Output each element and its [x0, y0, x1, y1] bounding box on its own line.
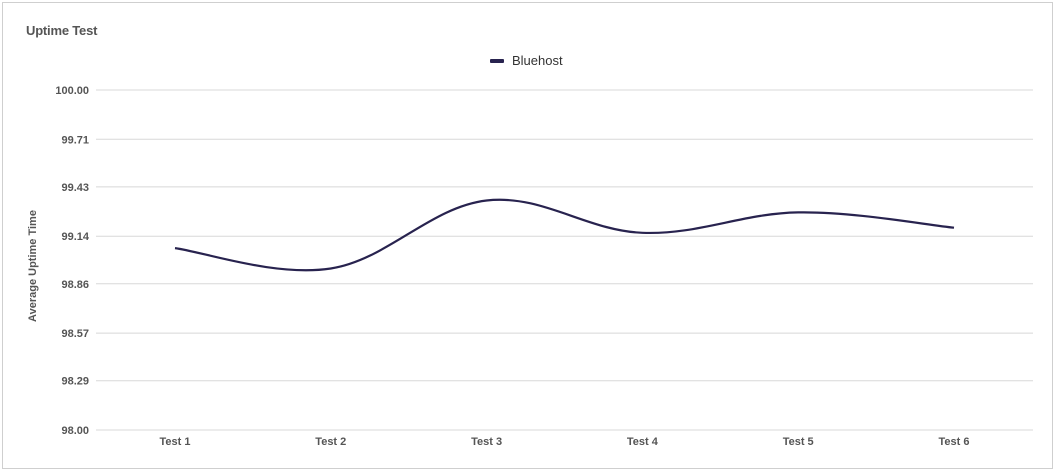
data-point — [484, 198, 490, 204]
y-tick-label: 99.71 — [61, 134, 89, 146]
x-tick-label: Test 5 — [783, 436, 814, 448]
y-tick-label: 98.57 — [61, 328, 89, 340]
data-point — [328, 266, 334, 272]
legend[interactable]: Bluehost — [490, 53, 563, 68]
data-point — [172, 245, 178, 251]
data-point — [951, 225, 957, 231]
y-axis-label: Average Uptime Time — [27, 210, 39, 322]
legend-swatch — [490, 58, 504, 63]
x-tick-label: Test 1 — [160, 436, 191, 448]
series-line-bluehost — [174, 198, 955, 272]
x-tick-label: Test 3 — [471, 436, 502, 448]
legend-label: Bluehost — [512, 53, 563, 68]
y-tick-label: 99.43 — [61, 182, 89, 194]
x-tick-label: Test 4 — [627, 436, 659, 448]
y-tick-label: 98.29 — [61, 376, 89, 388]
data-point — [639, 230, 645, 236]
x-tick-label: Test 6 — [939, 436, 970, 448]
y-tick-label: 98.00 — [61, 425, 89, 437]
y-tick-label: 99.14 — [61, 231, 89, 243]
chart-title: Uptime Test — [26, 23, 98, 38]
y-tick-label: 100.00 — [55, 85, 89, 97]
y-tick-label: 98.86 — [61, 279, 89, 291]
x-tick-label: Test 2 — [315, 436, 346, 448]
data-point — [795, 209, 801, 215]
